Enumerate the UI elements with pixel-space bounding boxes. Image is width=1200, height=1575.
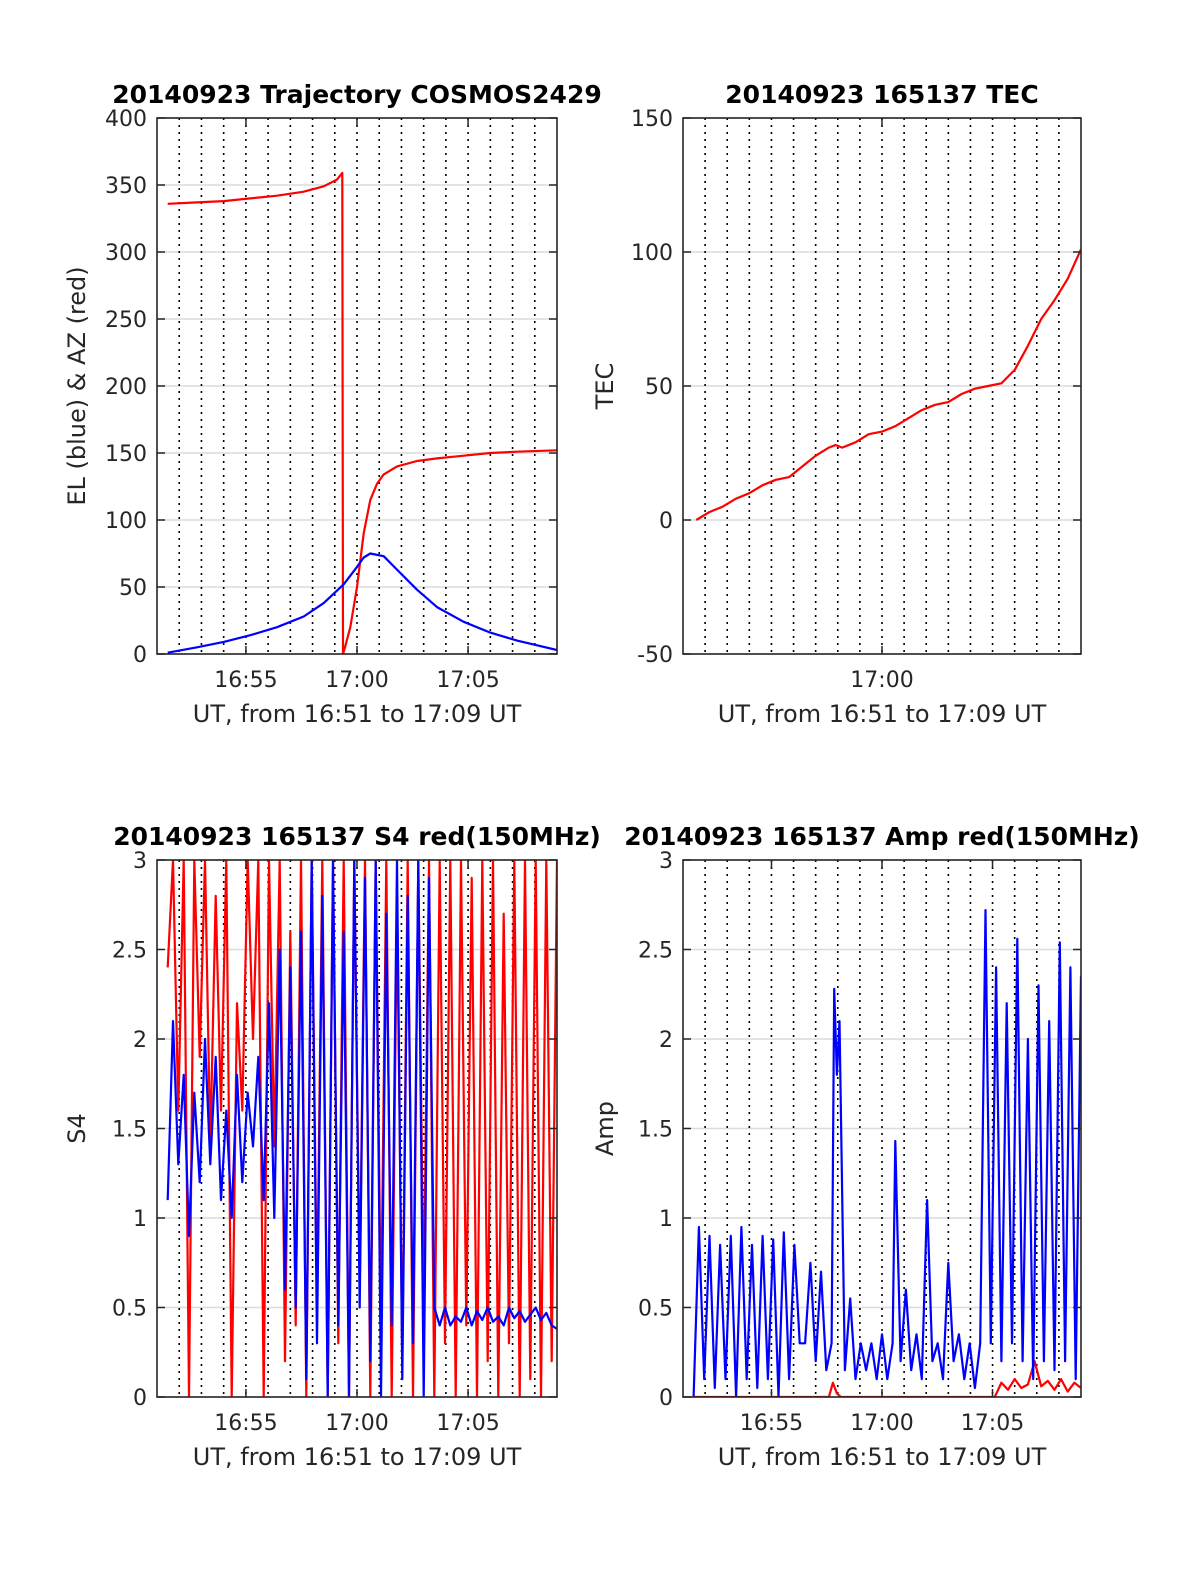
y-axis-label: Amp [591,1101,619,1156]
chart-tec: -50 0 50 100 150 17:00 20140923 165137 TEC UT, … [591,80,1082,728]
y-tick-label: 1 [659,1207,673,1232]
x-axis-label: UT, from 16:51 to 17:09 UT [193,700,522,728]
y-tick-label: 150 [105,442,147,467]
y-tick-label: 200 [105,375,147,400]
x-tick-label: 17:00 [850,1411,913,1436]
y-axis-label: EL (blue) & AZ (red) [63,266,91,505]
x-tick-label: 17:05 [436,668,499,693]
y-tick-label: 2 [659,1028,673,1053]
x-axis-label: UT, from 16:51 to 17:09 UT [193,1443,522,1471]
x-axis-label: UT, from 16:51 to 17:09 UT [718,1443,1047,1471]
y-tick-label: 350 [105,174,147,199]
y-tick-label: 100 [105,509,147,534]
series-line-1 [692,909,1081,1397]
y-tick-label: 2 [133,1028,147,1053]
y-tick-label: 250 [105,308,147,333]
chart-title: 20140923 165137 S4 red(150MHz) [113,822,601,851]
y-tick-label: 2.5 [112,939,147,964]
y-tick-label: 0 [133,643,147,668]
chart-trajectory: 0 50 100 150 200 250 300 350 400 16:55 17:00 17:05 2… [63,80,602,728]
x-axis-label: UT, from 16:51 to 17:09 UT [718,700,1047,728]
y-tick-label: 400 [105,107,147,132]
x-tick-label: 17:05 [961,1411,1024,1436]
x-tick-label: 16:55 [214,1411,277,1436]
y-tick-label: 0 [659,1386,673,1411]
x-tick-label: 17:05 [436,1411,499,1436]
y-tick-label: 3 [133,849,147,874]
y-tick-label: 0 [133,1386,147,1411]
chart-s4: 0 0.5 1 1.5 2 2.5 3 16:55 17:00 17:05 20140923 165… [63,822,601,1471]
chart-title: 20140923 165137 Amp red(150MHz) [624,822,1140,851]
series-line-0 [167,171,557,654]
series-line-0 [693,1360,1081,1397]
y-axis-label: S4 [63,1113,91,1144]
y-tick-label: 1 [133,1207,147,1232]
y-tick-label: 0.5 [638,1297,673,1322]
chart-title: 20140923 165137 TEC [725,80,1038,109]
series-line-0 [695,248,1081,521]
y-tick-label: -50 [637,643,673,668]
y-tick-label: 3 [659,849,673,874]
y-tick-label: 50 [645,375,673,400]
y-tick-label: 2.5 [638,939,673,964]
chart-amp: 0 0.5 1 1.5 2 2.5 3 16:55 17:00 17:05 20140923 165… [591,822,1140,1471]
y-tick-label: 50 [119,576,147,601]
y-axis-label: TEC [591,363,619,411]
y-tick-label: 150 [631,107,673,132]
chart-title: 20140923 Trajectory COSMOS2429 [112,80,602,109]
x-tick-label: 17:00 [850,668,913,693]
y-tick-label: 0 [659,509,673,534]
series-line-1 [166,860,557,1397]
x-tick-label: 16:55 [740,1411,803,1436]
y-tick-label: 0.5 [112,1297,147,1322]
series-line-1 [167,552,557,654]
x-tick-label: 16:55 [214,668,277,693]
x-tick-label: 17:00 [325,668,388,693]
y-tick-label: 300 [105,241,147,266]
x-tick-label: 17:00 [325,1411,388,1436]
y-tick-label: 1.5 [112,1118,147,1143]
y-tick-label: 100 [631,241,673,266]
y-tick-label: 1.5 [638,1118,673,1143]
